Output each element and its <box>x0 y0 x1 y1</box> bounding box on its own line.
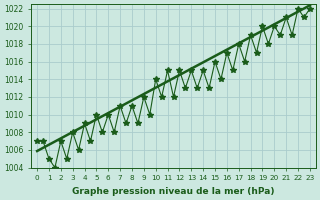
X-axis label: Graphe pression niveau de la mer (hPa): Graphe pression niveau de la mer (hPa) <box>72 187 275 196</box>
